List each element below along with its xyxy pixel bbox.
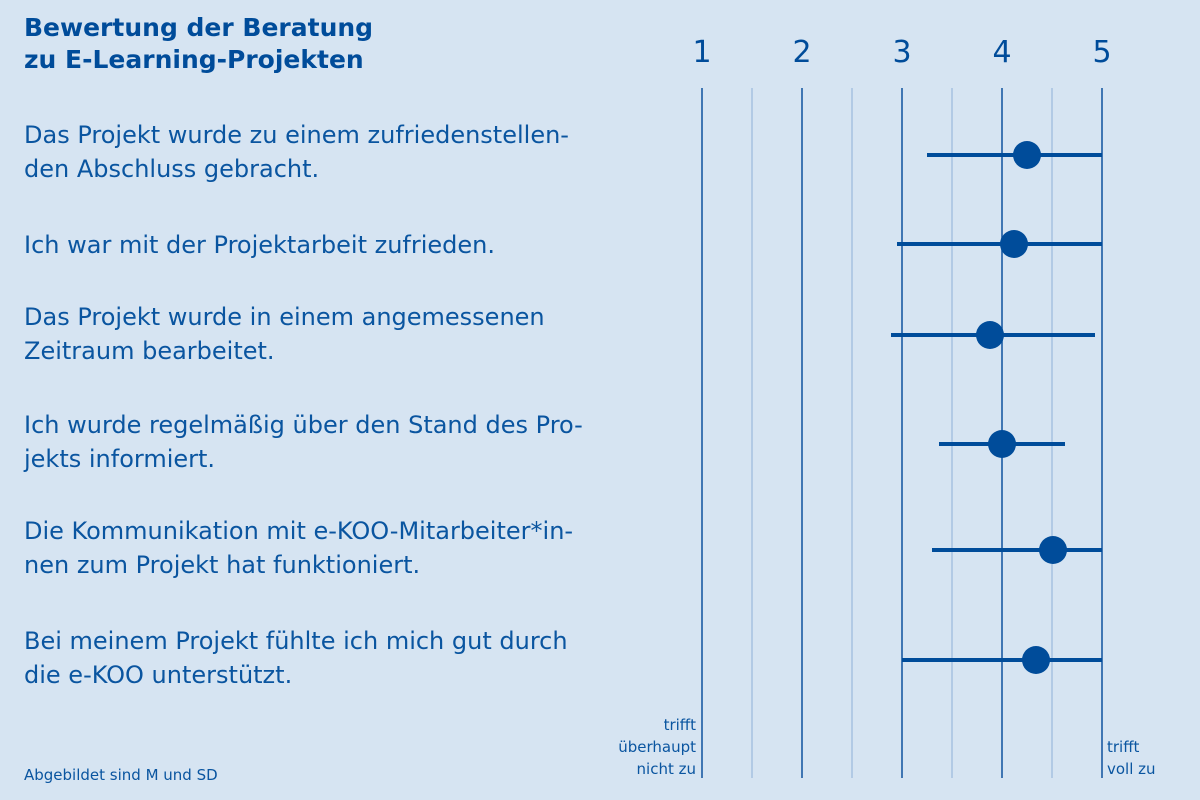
x-tick-label: 5 — [1092, 35, 1111, 70]
item-label: Bei meinem Projekt fühlte ich mich gut d… — [24, 627, 568, 689]
item-label: Die Kommunikation mit e-KOO-Mitarbeiter*… — [24, 517, 574, 579]
x-tick-label: 4 — [992, 35, 1011, 70]
mean-dot — [1013, 141, 1041, 169]
scale-low-note: überhaupt — [618, 738, 696, 756]
x-tick-label: 2 — [792, 35, 811, 70]
chart-title: Bewertung der Beratung zu E-Learning-Pro… — [24, 13, 374, 74]
scale-high-note: trifft — [1107, 738, 1140, 756]
item-label: Das Projekt wurde zu einem zufriedenstel… — [24, 121, 569, 183]
scale-notes: trifft überhaupt nicht zu trifft voll zu — [618, 716, 1155, 778]
item-label: Ich wurde regelmäßig über den Stand des … — [24, 411, 583, 473]
item-label: Ich war mit der Projektarbeit zufrieden. — [24, 231, 496, 259]
mean-dot — [988, 430, 1016, 458]
item-label: Das Projekt wurde in einem angemessenen … — [24, 303, 545, 365]
x-tick-labels: 1 2 3 4 5 — [692, 35, 1111, 70]
mean-dot — [1039, 536, 1067, 564]
x-tick-label: 1 — [692, 35, 711, 70]
footnote: Abgebildet sind M und SD — [24, 766, 218, 784]
scale-high-note: voll zu — [1107, 760, 1156, 778]
grid-lines — [701, 88, 1103, 778]
data-marks — [891, 141, 1102, 674]
scale-low-note: nicht zu — [637, 760, 696, 778]
mean-dot — [976, 321, 1004, 349]
x-tick-label: 3 — [892, 35, 911, 70]
scale-low-note: trifft — [664, 716, 697, 734]
mean-dot — [1000, 230, 1028, 258]
mean-dot — [1022, 646, 1050, 674]
